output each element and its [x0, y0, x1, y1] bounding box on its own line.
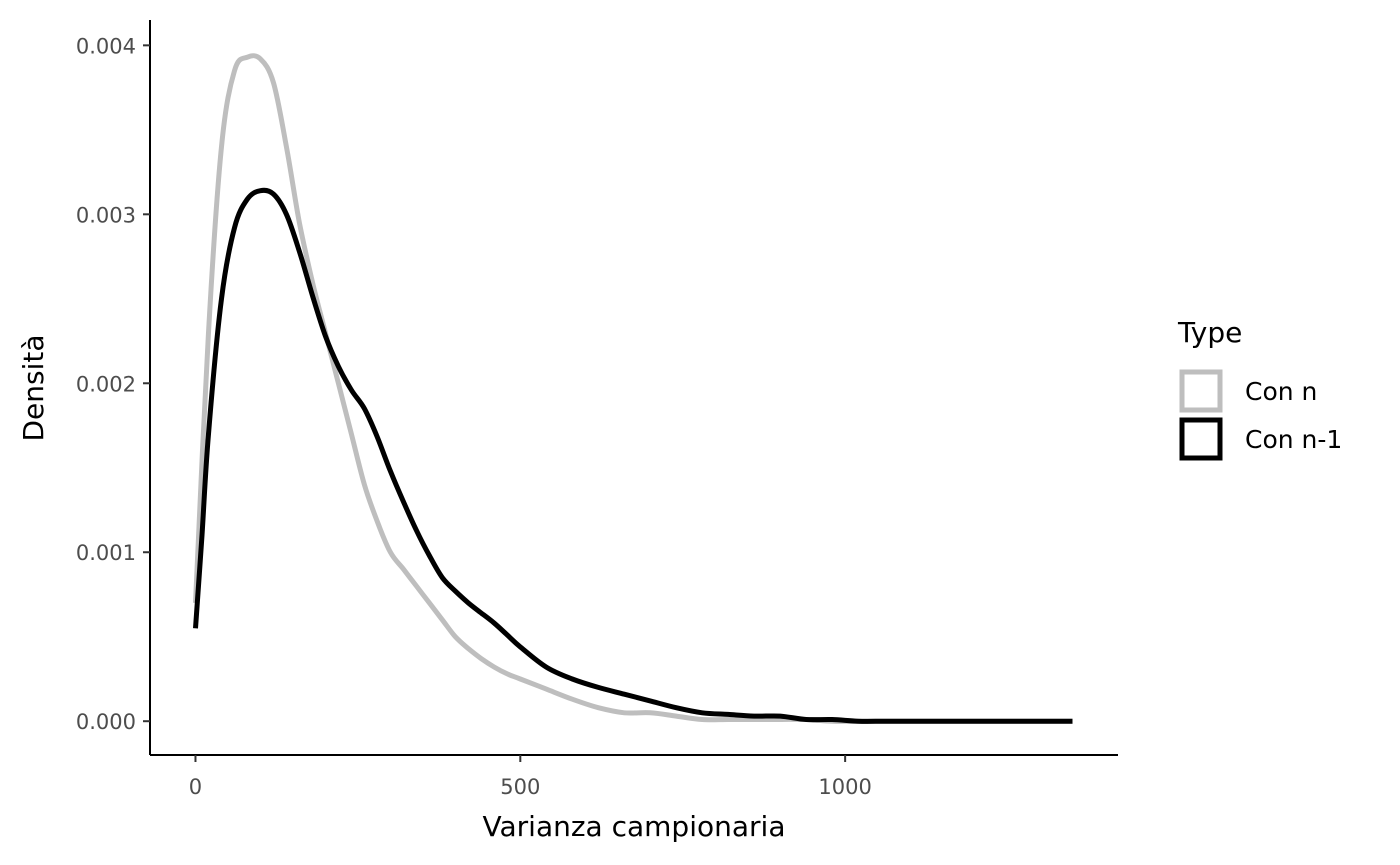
y-tick-label: 0.004	[76, 34, 136, 58]
y-tick-label: 0.000	[76, 710, 136, 734]
legend-items: Con n Con n-1	[1179, 369, 1342, 461]
legend-label-con-n-1: Con n-1	[1245, 425, 1342, 454]
series-line-con-n	[193, 53, 1073, 724]
legend-key-con-n-1	[1179, 417, 1223, 461]
y-axis-title: Densità	[17, 334, 50, 441]
x-axis-title: Varianza campionaria	[483, 810, 786, 843]
legend-label-con-n: Con n	[1245, 377, 1317, 406]
y-axis-ticks: 0.000 0.001 0.002 0.003 0.004	[76, 34, 150, 734]
x-tick-label: 500	[500, 775, 540, 799]
y-tick-label: 0.002	[76, 372, 136, 396]
series-line-con-n-1	[193, 187, 1073, 724]
x-axis-ticks: 0 500 1000	[189, 755, 872, 799]
y-tick-label: 0.003	[76, 203, 136, 227]
y-tick-label: 0.001	[76, 541, 136, 565]
x-tick-label: 1000	[818, 775, 871, 799]
legend-title: Type	[1177, 316, 1242, 349]
legend-key-con-n	[1179, 369, 1223, 413]
x-tick-label: 0	[189, 775, 202, 799]
plot-area	[193, 53, 1073, 724]
legend: Type Con n Con n-1	[1177, 316, 1342, 461]
